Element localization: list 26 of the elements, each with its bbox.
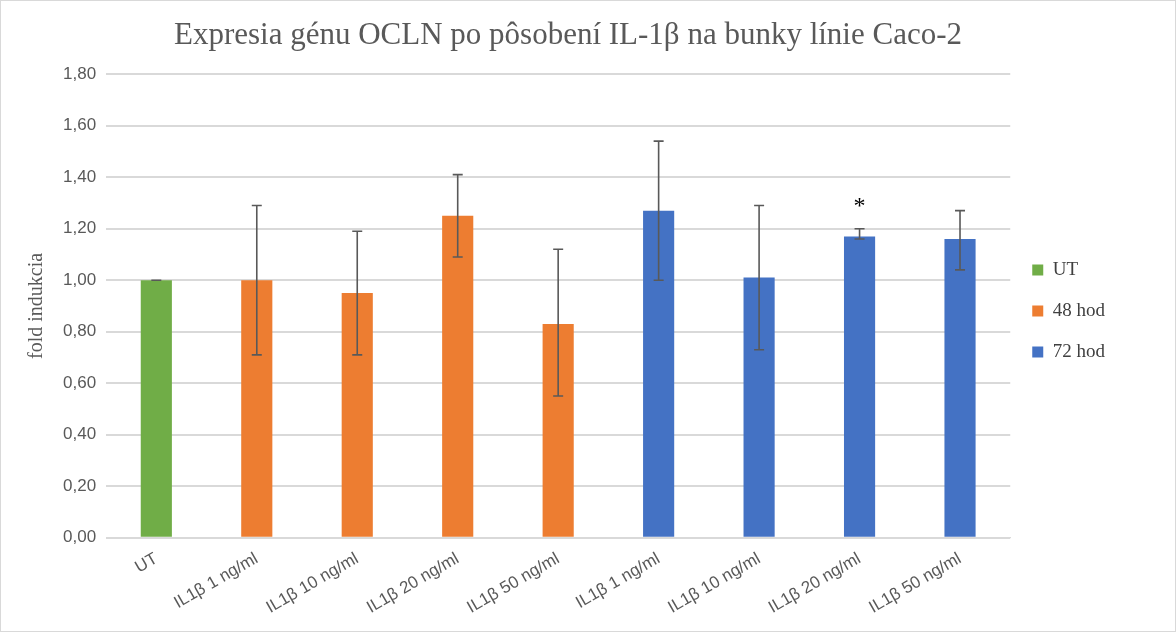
x-tick-label: UT	[131, 548, 161, 577]
y-tick-label: 0,80	[62, 321, 97, 341]
y-tick-label: 1,60	[62, 115, 97, 135]
bar	[140, 280, 172, 537]
bar	[743, 277, 775, 537]
bar	[542, 323, 574, 537]
y-tick-label: 0,60	[62, 372, 97, 392]
bar	[843, 236, 876, 537]
y-tick-label: 1,80	[62, 63, 97, 83]
bar	[241, 280, 273, 537]
y-tick-label: 0,40	[62, 424, 97, 444]
bar	[341, 293, 373, 537]
legend-label: 72 hod	[1052, 339, 1106, 361]
y-axis-title: fold indukcia	[24, 252, 47, 359]
data-label: *	[853, 191, 866, 218]
legend-label: 48 hod	[1052, 298, 1106, 320]
legend-label: UT	[1052, 257, 1079, 279]
y-tick-label: 0,20	[62, 475, 97, 495]
y-tick-label: 0,00	[62, 527, 97, 547]
bar	[442, 215, 474, 537]
bar	[944, 238, 976, 537]
chart-title: Expresia génu OCLN po pôsobení IL-1β na bunky línie Caco-2	[173, 15, 963, 51]
y-tick-label: 1,20	[62, 218, 97, 238]
bar	[643, 210, 675, 537]
y-tick-label: 1,40	[62, 166, 97, 186]
y-tick-label: 1,00	[62, 269, 97, 289]
